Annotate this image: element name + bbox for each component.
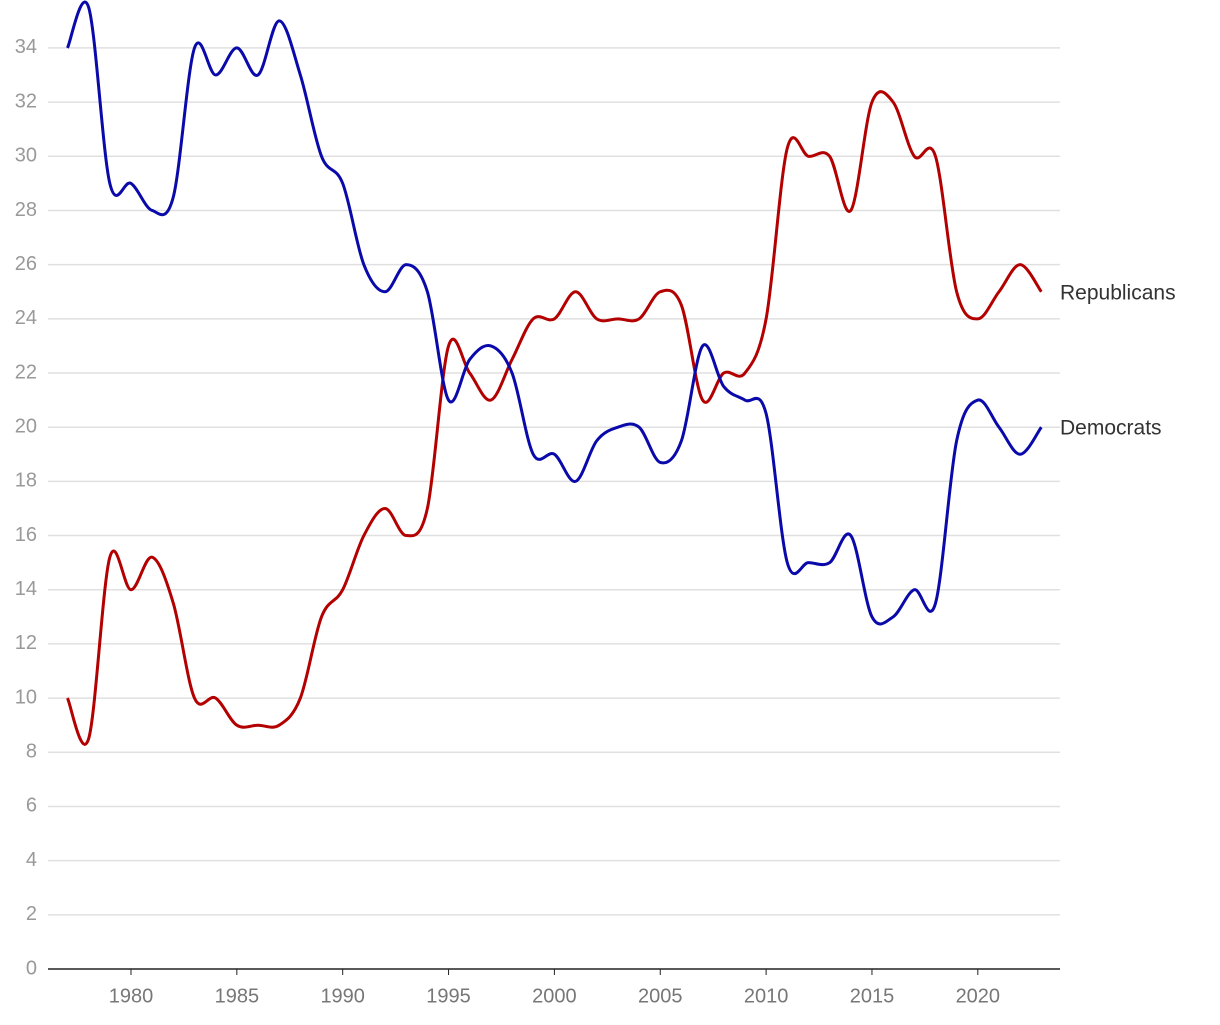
x-tick-label: 1995 (426, 985, 471, 1007)
y-tick-label: 32 (15, 90, 37, 112)
x-tick-label: 2015 (850, 985, 895, 1007)
series-line (66, 0, 1043, 626)
y-tick-label: 26 (15, 253, 37, 275)
x-tick-label: 2000 (532, 985, 577, 1007)
y-tick-label: 12 (15, 632, 37, 654)
y-tick-label: 30 (15, 145, 37, 167)
series-label: Republicans (1060, 281, 1176, 304)
y-tick-label: 34 (15, 36, 37, 58)
series-label: Democrats (1060, 417, 1162, 440)
x-tick-label: 1980 (109, 985, 154, 1007)
x-tick-label: 2005 (638, 985, 683, 1007)
y-tick-label: 6 (26, 795, 37, 817)
y-tick-label: 22 (15, 361, 37, 383)
y-tick-label: 8 (26, 741, 37, 763)
y-tick-label: 14 (15, 578, 37, 600)
y-tick-label: 24 (15, 307, 37, 329)
y-tick-label: 2 (26, 903, 37, 925)
x-tick-label: 1990 (320, 985, 365, 1007)
y-tick-label: 10 (15, 686, 37, 708)
x-tick-label: 1985 (215, 985, 260, 1007)
y-tick-label: 0 (26, 957, 37, 979)
series-line (66, 90, 1043, 746)
y-tick-label: 4 (26, 849, 37, 871)
y-tick-label: 28 (15, 199, 37, 221)
x-tick-label: 2020 (956, 985, 1001, 1007)
y-tick-label: 16 (15, 524, 37, 546)
y-tick-label: 18 (15, 470, 37, 492)
x-tick-label: 2010 (744, 985, 789, 1007)
y-tick-label: 20 (15, 415, 37, 437)
